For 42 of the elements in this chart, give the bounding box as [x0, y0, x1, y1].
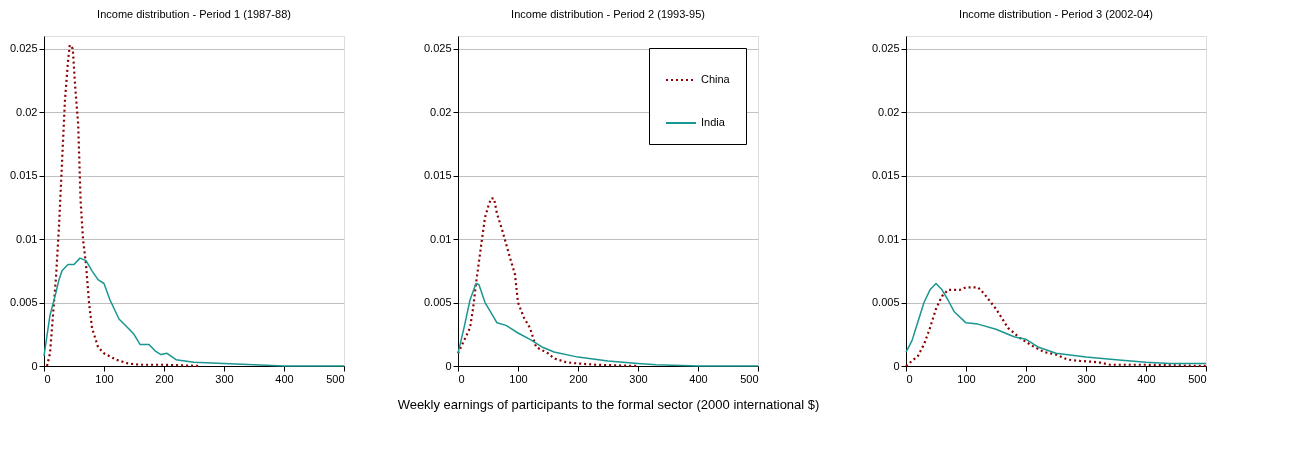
chart-title: Income distribution - Period 1 (1987-88)	[97, 8, 291, 20]
y-tick-label: 0.01	[878, 232, 900, 245]
x-tick-label: 100	[509, 372, 528, 385]
y-tick-label: 0	[445, 359, 452, 372]
x-tick-label: 400	[689, 372, 708, 385]
x-tick-label: 0	[458, 372, 465, 385]
y-tick-label: 0.005	[423, 296, 452, 309]
y-tick-label: 0.01	[16, 232, 38, 245]
x-tick-label: 500	[326, 372, 345, 385]
chart-title: Income distribution - Period 3 (2002-04)	[959, 8, 1153, 20]
legend-label: China	[701, 73, 731, 85]
y-tick-label: 0.015	[9, 169, 38, 182]
x-tick-label: 200	[1017, 372, 1036, 385]
x-tick-label: 100	[95, 372, 114, 385]
y-tick-label: 0.02	[878, 105, 900, 118]
x-tick-label: 400	[275, 372, 294, 385]
y-tick-label: 0.02	[16, 105, 38, 118]
y-tick-label: 0	[893, 359, 900, 372]
y-tick-label: 0.025	[423, 42, 452, 55]
y-tick-label: 0.005	[9, 296, 38, 309]
y-tick-label: 0.01	[430, 232, 452, 245]
y-tick-label: 0.025	[9, 42, 38, 55]
x-tick-label: 200	[155, 372, 174, 385]
y-tick-label: 0.02	[430, 105, 452, 118]
y-tick-label: 0.015	[423, 169, 452, 182]
x-tick-label: 100	[957, 372, 976, 385]
x-axis-title: Weekly earnings of participants to the formal sector (2000 international $)	[397, 396, 820, 412]
x-tick-label: 0	[906, 372, 913, 385]
x-tick-label: 300	[1077, 372, 1096, 385]
legend-label: India	[701, 116, 726, 128]
x-tick-label: 500	[740, 372, 759, 385]
chart-title: Income distribution - Period 2 (1993-95)	[511, 8, 705, 20]
x-tick-label: 200	[569, 372, 588, 385]
x-tick-label: 300	[215, 372, 234, 385]
y-tick-label: 0	[31, 359, 38, 372]
x-tick-label: 0	[44, 372, 51, 385]
y-tick-label: 0.005	[871, 296, 900, 309]
x-tick-label: 500	[1188, 372, 1207, 385]
x-tick-label: 300	[629, 372, 648, 385]
y-tick-label: 0.025	[871, 42, 900, 55]
x-tick-label: 400	[1137, 372, 1156, 385]
y-tick-label: 0.015	[871, 169, 900, 182]
